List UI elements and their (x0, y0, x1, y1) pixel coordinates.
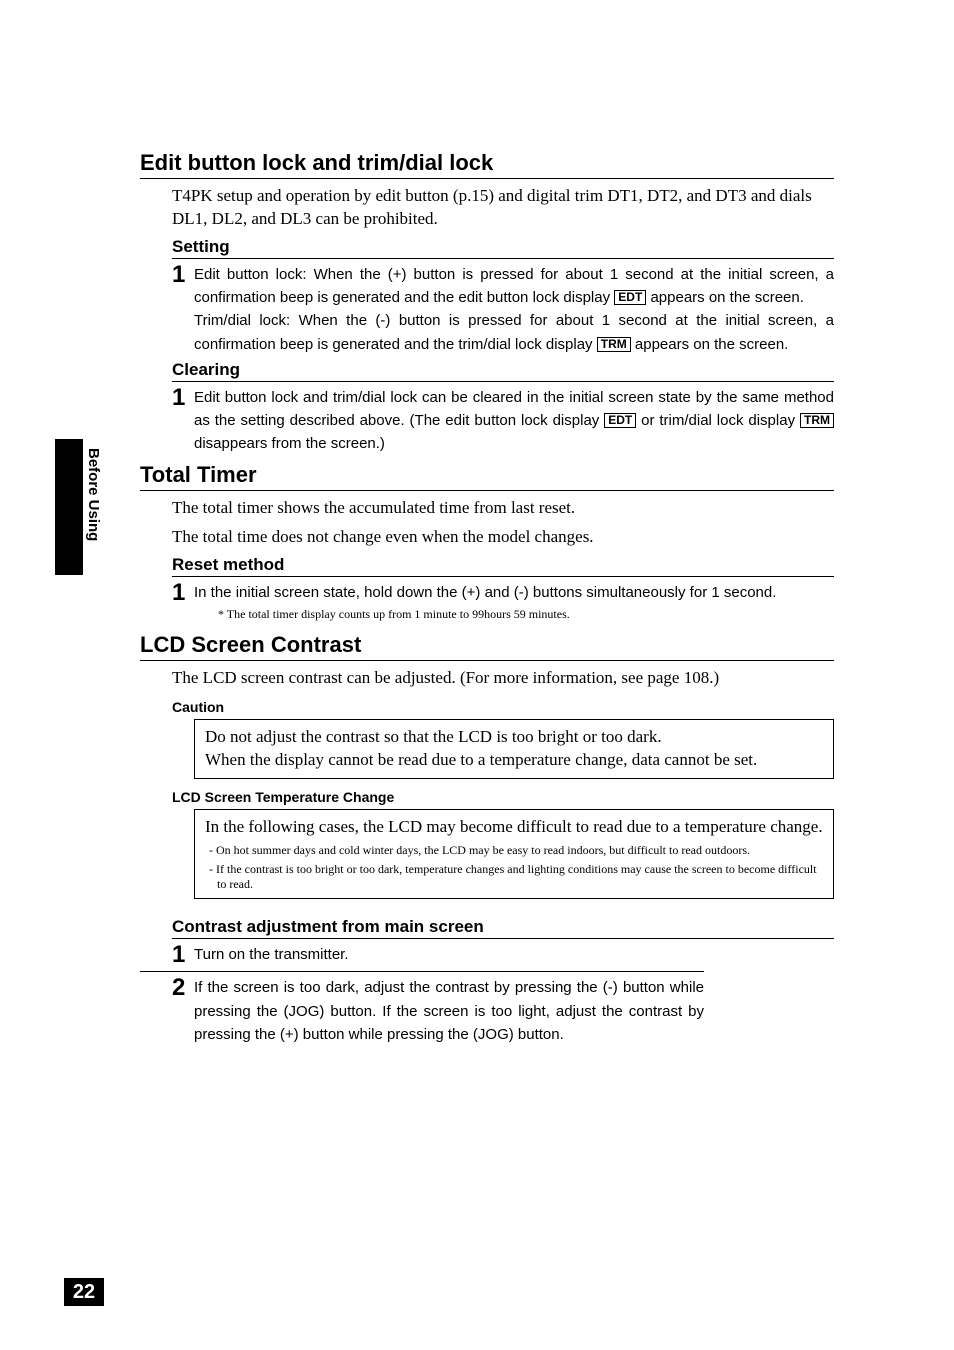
step-number: 2 (172, 976, 194, 1000)
intro-timer-1: The total timer shows the accumulated ti… (140, 497, 834, 520)
sidebar-label: Before Using (85, 448, 102, 541)
caution-box: Do not adjust the contrast so that the L… (194, 719, 834, 779)
page-number: 22 (64, 1278, 104, 1306)
subhead-clearing: Clearing (172, 360, 834, 382)
text: or trim/dial lock display (636, 412, 800, 429)
text: appears on the screen. (646, 289, 804, 306)
subhead-setting: Setting (172, 237, 834, 259)
tag-edt: EDT (604, 413, 636, 428)
step-setting: 1 Edit button lock: When the (+) button … (140, 263, 834, 356)
heading-lcd-contrast: LCD Screen Contrast (140, 632, 834, 661)
temp-box: In the following cases, the LCD may beco… (194, 809, 834, 899)
subhead-reset: Reset method (172, 555, 834, 577)
subhead-caution: Caution (172, 699, 834, 715)
temp-bullet-2: - If the contrast is too bright or too d… (205, 862, 823, 892)
tag-edt: EDT (614, 290, 646, 305)
sidebar-tab (55, 439, 83, 575)
step-number: 1 (172, 386, 194, 410)
step-text: In the initial screen state, hold down t… (194, 581, 834, 604)
step-number: 1 (172, 943, 194, 967)
temp-body: In the following cases, the LCD may beco… (205, 816, 823, 839)
footnote-timer: * The total timer display counts up from… (140, 607, 834, 622)
intro-lcd: The LCD screen contrast can be adjusted.… (140, 667, 834, 690)
caution-line-1: Do not adjust the contrast so that the L… (205, 726, 823, 749)
tag-trm: TRM (597, 337, 631, 352)
page-content: Edit button lock and trim/dial lock T4PK… (0, 0, 954, 1088)
heading-total-timer: Total Timer (140, 462, 834, 491)
text: appears on the screen. (631, 336, 789, 353)
step-text: Turn on the transmitter. (194, 943, 704, 966)
text: disappears from the screen.) (194, 435, 385, 452)
heading-edit-lock: Edit button lock and trim/dial lock (140, 150, 834, 179)
step-text: Edit button lock and trim/dial lock can … (194, 386, 834, 456)
step-contrast-1: 1 Turn on the transmitter. (140, 943, 704, 972)
step-reset: 1 In the initial screen state, hold down… (140, 581, 834, 605)
step-contrast-2: 2 If the screen is too dark, adjust the … (140, 976, 704, 1046)
subhead-temp-change: LCD Screen Temperature Change (172, 789, 834, 805)
tag-trm: TRM (800, 413, 834, 428)
step-text: If the screen is too dark, adjust the co… (194, 976, 704, 1046)
step-number: 1 (172, 263, 194, 287)
temp-bullet-1: - On hot summer days and cold winter day… (205, 843, 823, 858)
step-clearing: 1 Edit button lock and trim/dial lock ca… (140, 386, 834, 456)
intro-timer-2: The total time does not change even when… (140, 526, 834, 549)
intro-edit-lock: T4PK setup and operation by edit button … (140, 185, 834, 231)
step-number: 1 (172, 581, 194, 605)
step-text: Edit button lock: When the (+) button is… (194, 263, 834, 356)
caution-line-2: When the display cannot be read due to a… (205, 749, 823, 772)
subhead-contrast-adj: Contrast adjustment from main screen (172, 917, 834, 939)
